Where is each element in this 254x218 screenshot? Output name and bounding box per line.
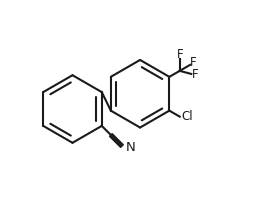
Text: F: F xyxy=(192,68,198,82)
Text: F: F xyxy=(190,56,197,69)
Text: Cl: Cl xyxy=(181,110,193,123)
Text: N: N xyxy=(126,141,135,153)
Text: F: F xyxy=(177,48,183,61)
